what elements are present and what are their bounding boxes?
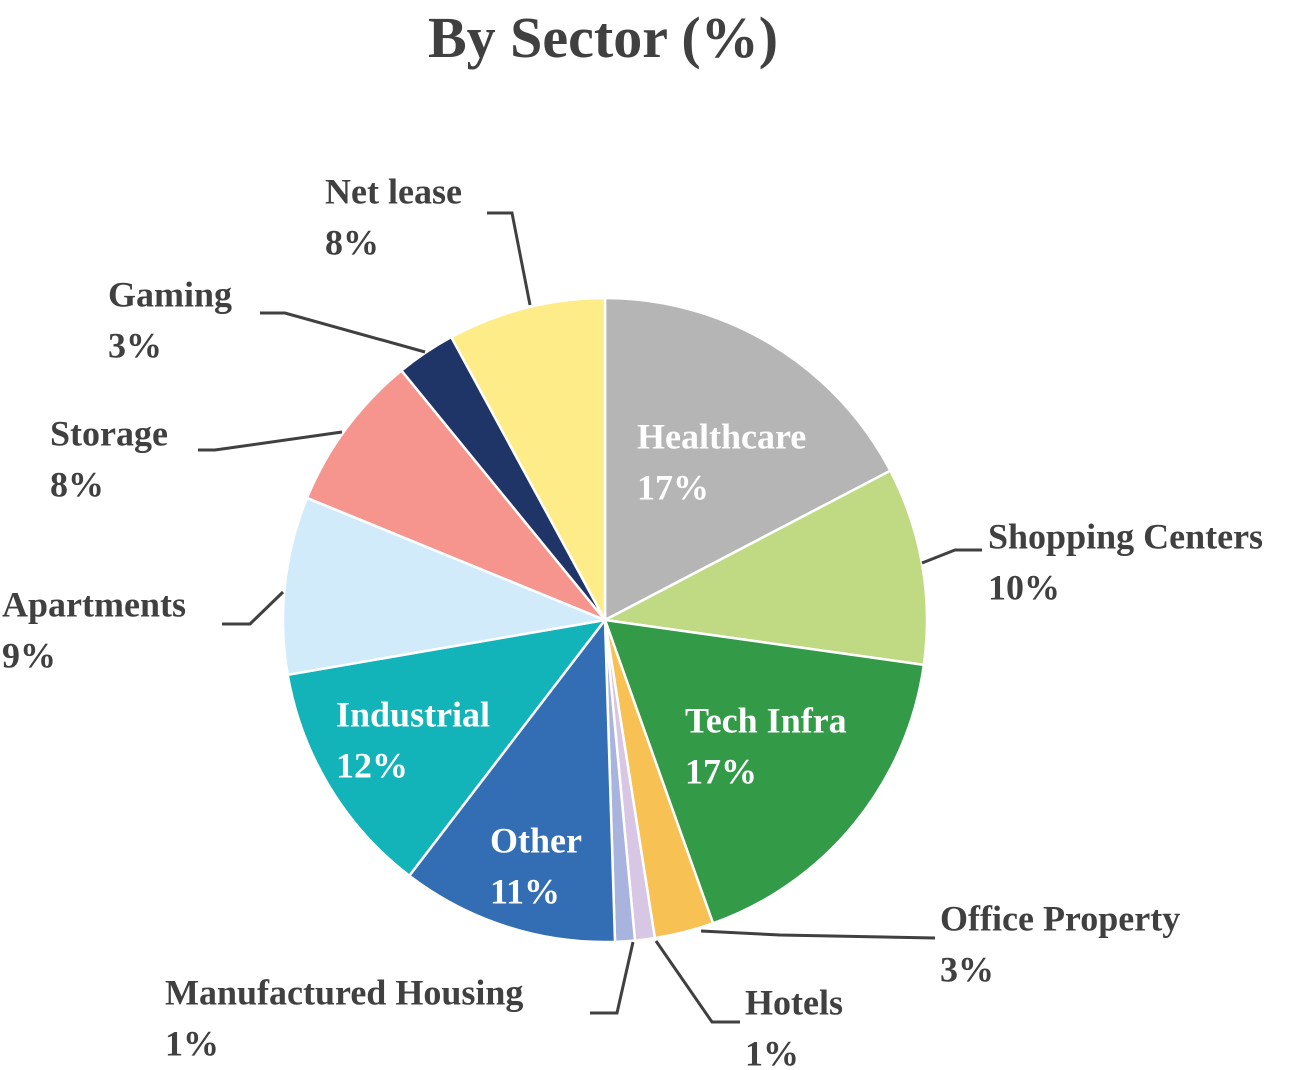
slice-tech-infra <box>603 618 926 925</box>
label-name-other: Other <box>490 820 582 860</box>
label-value-manufactured-housing: 1% <box>165 1023 219 1063</box>
slice-shopping-centers <box>600 469 929 667</box>
label-value-other: 11% <box>490 871 560 911</box>
label-value-hotels: 1% <box>745 1033 799 1070</box>
slice-healthcare <box>603 296 892 623</box>
leader-line-gaming <box>260 311 426 354</box>
slice-industrial <box>286 618 608 878</box>
label-value-healthcare: 17% <box>637 467 709 507</box>
pie-slices <box>281 296 929 944</box>
label-name-tech-infra: Tech Infra <box>685 700 847 740</box>
slice-other <box>407 616 617 944</box>
label-value-shopping-centers: 10% <box>988 567 1060 607</box>
slice-storage <box>305 368 606 622</box>
label-name-net-lease: Net lease <box>325 171 462 211</box>
label-value-tech-infra: 17% <box>685 751 757 791</box>
label-name-apartments: Apartments <box>2 584 186 624</box>
label-name-manufactured-housing: Manufactured Housing <box>165 972 523 1012</box>
leader-line-net-lease <box>487 211 532 306</box>
slice-apartments <box>281 496 610 677</box>
label-name-healthcare: Healthcare <box>637 416 806 456</box>
label-name-office-property: Office Property <box>940 898 1180 938</box>
label-value-storage: 8% <box>50 464 104 504</box>
label-name-shopping-centers: Shopping Centers <box>988 516 1263 556</box>
leader-line-office-property <box>700 929 936 940</box>
label-name-storage: Storage <box>50 413 168 453</box>
slice-labels: Healthcare 17% Shopping Centers 10% Tech Inf… <box>2 171 1263 1070</box>
label-value-net-lease: 8% <box>325 222 379 262</box>
label-name-gaming: Gaming <box>108 274 232 314</box>
label-value-gaming: 3% <box>108 325 162 365</box>
leader-line-storage <box>198 430 343 452</box>
leader-line-hotels <box>654 940 740 1024</box>
slice-net-lease <box>449 296 607 621</box>
label-value-industrial: 12% <box>336 745 408 785</box>
label-name-industrial: Industrial <box>336 694 490 734</box>
leader-line-apartments <box>222 590 285 626</box>
leader-line-manufactured-housing <box>590 941 635 1015</box>
leader-line-shopping-centers <box>921 548 982 565</box>
leader-lines <box>198 211 982 1024</box>
label-value-apartments: 9% <box>2 635 56 675</box>
chart-title: By Sector (%) <box>428 5 778 70</box>
label-value-office-property: 3% <box>940 949 994 989</box>
label-name-hotels: Hotels <box>745 982 843 1022</box>
